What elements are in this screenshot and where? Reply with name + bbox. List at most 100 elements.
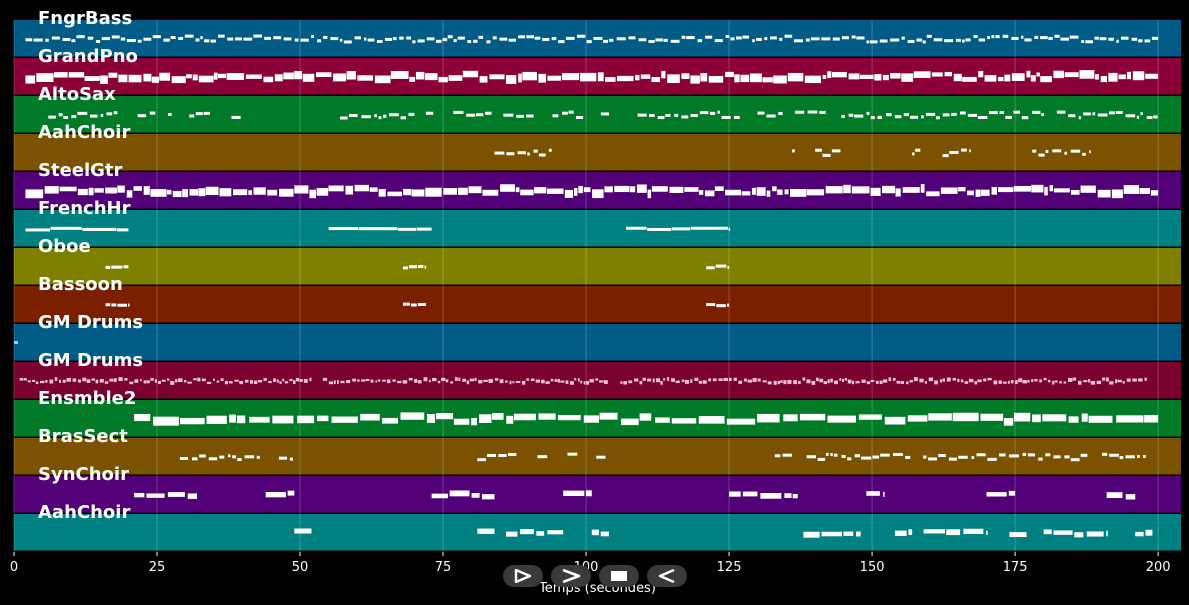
note [466, 113, 475, 117]
note [614, 185, 630, 193]
note [199, 454, 206, 458]
note [1068, 416, 1079, 423]
note [95, 40, 101, 44]
note [346, 379, 351, 384]
note [134, 413, 151, 422]
note [123, 265, 129, 269]
note [503, 113, 514, 117]
note [161, 379, 166, 382]
note [869, 40, 878, 44]
note [108, 72, 118, 78]
note [95, 379, 99, 384]
stop-button[interactable] [599, 565, 639, 587]
note [861, 456, 872, 460]
note [399, 36, 404, 40]
note [39, 380, 45, 384]
note [866, 40, 869, 44]
note [77, 111, 88, 115]
note [88, 187, 94, 196]
note [530, 378, 535, 381]
note [879, 380, 883, 384]
note [515, 187, 520, 193]
note [232, 455, 237, 459]
note [623, 381, 628, 385]
note [1040, 36, 1048, 40]
note [942, 378, 946, 382]
note [1030, 75, 1036, 82]
note [417, 39, 425, 43]
note [1102, 452, 1108, 456]
note [663, 38, 668, 42]
note [977, 379, 982, 383]
note [700, 73, 708, 82]
note [1115, 110, 1123, 114]
note [328, 381, 333, 385]
note [888, 377, 892, 382]
note [728, 227, 731, 231]
x-tick-label: 200 [1146, 560, 1171, 575]
note [417, 302, 426, 306]
note [766, 114, 776, 118]
note [172, 190, 182, 198]
note [936, 116, 940, 120]
note [767, 381, 772, 385]
note [273, 36, 282, 40]
note [244, 379, 249, 383]
note [343, 40, 352, 44]
note [901, 73, 914, 82]
note [827, 415, 856, 423]
note [197, 377, 201, 382]
note [741, 191, 751, 196]
note [438, 76, 448, 83]
note [882, 185, 896, 194]
note [866, 111, 870, 115]
next-button[interactable] [551, 565, 591, 587]
note [991, 35, 995, 39]
note [462, 70, 479, 78]
note [283, 37, 292, 41]
note [340, 380, 345, 384]
note [143, 37, 152, 41]
note [1125, 494, 1136, 500]
note [166, 189, 172, 195]
note [756, 187, 766, 196]
note [370, 379, 374, 383]
note [706, 303, 716, 307]
note [82, 377, 87, 382]
note [690, 75, 700, 84]
note [726, 418, 756, 425]
play-button[interactable] [503, 565, 543, 587]
note [367, 38, 375, 42]
note [856, 36, 865, 40]
note [915, 148, 921, 152]
note [94, 188, 104, 193]
note [747, 379, 753, 383]
note [200, 36, 203, 40]
note [949, 150, 959, 154]
note [1096, 380, 1102, 385]
note [45, 38, 49, 42]
note [884, 416, 906, 425]
note [400, 116, 406, 120]
note [628, 36, 636, 40]
note [538, 73, 547, 83]
note [842, 378, 845, 383]
note [567, 452, 578, 456]
note [478, 35, 484, 39]
note [847, 379, 852, 384]
note [757, 378, 761, 382]
note [860, 74, 874, 79]
note [409, 265, 417, 269]
note [535, 379, 541, 383]
note [512, 381, 515, 384]
note [195, 112, 203, 116]
note [609, 38, 614, 42]
note [1105, 377, 1109, 382]
note [573, 188, 578, 196]
note [294, 38, 299, 42]
note [639, 413, 652, 421]
rewind-button[interactable] [647, 565, 687, 587]
note [333, 73, 347, 82]
note [104, 381, 109, 384]
track-lane [14, 286, 1181, 323]
